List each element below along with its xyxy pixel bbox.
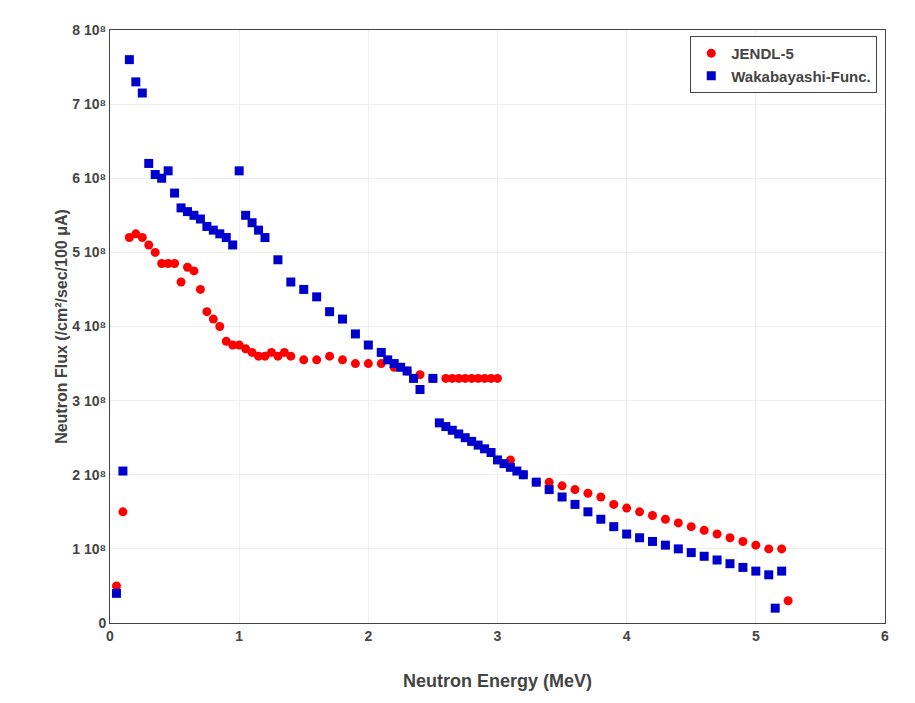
svg-text:5: 5 xyxy=(752,628,760,644)
svg-text:0: 0 xyxy=(106,628,114,644)
svg-text:4 10⁸: 4 10⁸ xyxy=(72,318,106,334)
svg-text:1 10⁸: 1 10⁸ xyxy=(72,541,106,557)
svg-text:Wakabayashi-Func.: Wakabayashi-Func. xyxy=(731,68,870,85)
svg-text:2: 2 xyxy=(364,628,372,644)
svg-text:JENDL-5: JENDL-5 xyxy=(731,45,794,62)
svg-text:2 10⁸: 2 10⁸ xyxy=(72,467,106,483)
svg-text:4: 4 xyxy=(623,628,631,644)
svg-text:6: 6 xyxy=(881,628,889,644)
svg-text:5 10⁸: 5 10⁸ xyxy=(72,244,106,260)
svg-text:1: 1 xyxy=(235,628,243,644)
svg-text:Neutron Flux (/cm²/sec/100 μA): Neutron Flux (/cm²/sec/100 μA) xyxy=(53,209,70,444)
svg-text:0: 0 xyxy=(98,615,106,631)
svg-text:3 10⁸: 3 10⁸ xyxy=(72,393,106,409)
svg-text:3: 3 xyxy=(494,628,502,644)
svg-text:8 10⁸: 8 10⁸ xyxy=(72,22,106,38)
svg-text:6 10⁸: 6 10⁸ xyxy=(72,170,106,186)
svg-text:Neutron Energy (MeV): Neutron Energy (MeV) xyxy=(403,671,592,691)
svg-text:7 10⁸: 7 10⁸ xyxy=(72,96,106,112)
